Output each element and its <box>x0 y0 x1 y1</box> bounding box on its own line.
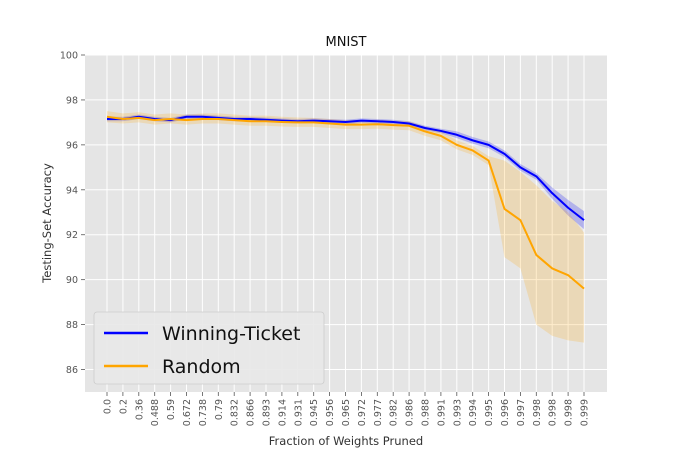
x-tick-label: 0.488 <box>150 399 161 426</box>
x-tick-label: 0.79 <box>214 399 225 420</box>
x-tick-label: 0.59 <box>166 399 177 420</box>
y-tick-label: 88 <box>66 320 78 331</box>
x-tick-label: 0.914 <box>277 399 288 426</box>
x-tick-label: 0.997 <box>516 399 527 426</box>
x-tick-label: 0.991 <box>436 399 447 426</box>
x-tick-label: 0.998 <box>564 399 575 426</box>
y-tick-label: 94 <box>66 185 78 196</box>
x-tick-label: 0.866 <box>246 399 257 426</box>
x-tick-label: 0.36 <box>134 399 145 420</box>
x-tick-label: 0.893 <box>262 399 273 426</box>
y-axis-ticks: 86 88 90 92 94 96 98 100 <box>60 51 85 376</box>
x-tick-label: 0.0 <box>103 399 114 414</box>
x-axis-label: Fraction of Weights Pruned <box>269 434 423 448</box>
x-tick-label: 0.995 <box>484 399 495 426</box>
y-tick-label: 92 <box>66 230 78 241</box>
x-tick-label: 0.977 <box>373 399 384 426</box>
confidence-band-random <box>107 111 584 343</box>
x-tick-label: 0.965 <box>341 399 352 426</box>
legend-box <box>93 311 325 385</box>
confidence-bands <box>107 111 584 343</box>
x-tick-label: 0.999 <box>580 399 591 426</box>
series-line-random <box>106 115 585 290</box>
x-tick-label: 0.931 <box>293 399 304 426</box>
x-tick-label: 0.2 <box>118 399 129 414</box>
x-tick-label: 0.738 <box>198 399 209 426</box>
x-axis-ticks: 0.0 0.2 0.36 0.488 0.59 0.672 0.738 0.79 0.832 0.… <box>103 392 591 426</box>
legend-label-winning-ticket: Winning-Ticket <box>162 323 300 345</box>
y-tick-label: 86 <box>66 365 78 376</box>
x-tick-label: 0.998 <box>548 399 559 426</box>
legend: Winning-Ticket Random <box>93 311 325 385</box>
y-tick-label: 96 <box>66 140 78 151</box>
x-tick-label: 0.982 <box>389 399 400 426</box>
x-tick-label: 0.994 <box>468 399 479 426</box>
x-tick-label: 0.945 <box>309 399 320 426</box>
y-axis-label: Testing-Set Accuracy <box>40 163 54 284</box>
x-tick-label: 0.672 <box>182 399 193 426</box>
x-tick-label: 0.956 <box>325 399 336 426</box>
x-tick-label: 0.993 <box>452 399 463 426</box>
x-tick-label: 0.832 <box>230 399 241 426</box>
legend-label-random: Random <box>162 356 241 378</box>
x-tick-label: 0.988 <box>421 399 432 426</box>
x-tick-label: 0.996 <box>500 399 511 426</box>
chart-title: MNIST <box>326 35 367 50</box>
y-tick-label: 98 <box>66 95 78 106</box>
y-tick-label: 100 <box>60 51 78 62</box>
x-tick-label: 0.986 <box>405 399 416 426</box>
series-line-winning-ticket <box>107 115 585 221</box>
series-lines <box>106 115 585 290</box>
x-tick-label: 0.972 <box>357 399 368 426</box>
y-tick-label: 90 <box>66 275 78 286</box>
x-tick-label: 0.998 <box>532 399 543 426</box>
